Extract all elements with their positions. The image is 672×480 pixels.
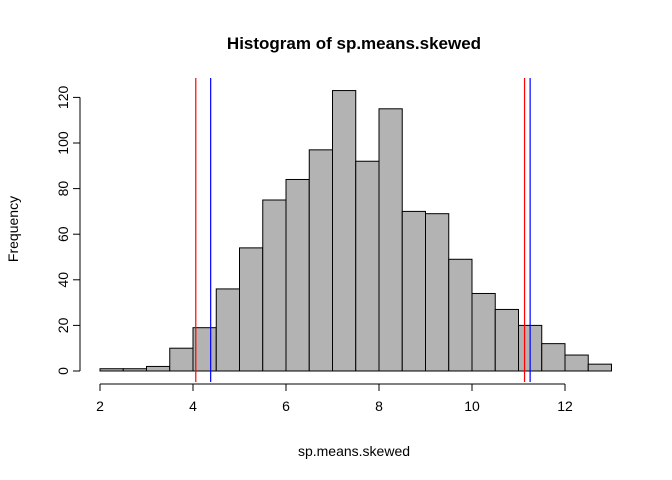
y-tick-label-3: 60 xyxy=(55,226,71,242)
y-tick-label-5: 100 xyxy=(55,131,71,155)
histogram-bar-19 xyxy=(541,343,566,372)
y-tick-label-2: 40 xyxy=(55,272,71,288)
histogram-bar-9 xyxy=(308,149,333,372)
x-axis: 2 4 6 8 10 12 xyxy=(96,383,573,414)
x-axis-label: sp.means.skewed xyxy=(298,443,410,459)
y-axis: 0 20 40 60 80 100 120 xyxy=(55,86,81,375)
histogram-bar-2 xyxy=(146,365,171,372)
histogram-bar-7 xyxy=(262,199,287,372)
y-tick-label-6: 120 xyxy=(55,86,71,110)
x-tick-label-3: 8 xyxy=(375,398,383,414)
histogram-bar-15 xyxy=(448,258,473,372)
histogram-bar-14 xyxy=(425,213,450,372)
y-tick-label-4: 80 xyxy=(55,181,71,197)
histogram-bar-1 xyxy=(122,368,147,372)
histogram-bar-8 xyxy=(285,178,310,372)
y-axis-label: Frequency xyxy=(5,196,21,262)
histogram-bar-5 xyxy=(215,288,240,372)
x-tick-label-4: 10 xyxy=(464,398,480,414)
histogram-bar-10 xyxy=(332,90,357,372)
histogram-bar-20 xyxy=(564,354,589,372)
x-tick-label-5: 12 xyxy=(557,398,573,414)
x-tick-label-2: 6 xyxy=(282,398,290,414)
histogram-bar-11 xyxy=(355,160,380,372)
x-tick-label-0: 2 xyxy=(96,398,104,414)
y-tick-label-0: 0 xyxy=(55,367,71,375)
histogram-bar-4 xyxy=(192,327,217,372)
histogram-bar-21 xyxy=(587,363,612,372)
bars-group xyxy=(99,90,612,372)
histogram-bar-13 xyxy=(401,210,426,372)
histogram-bar-16 xyxy=(471,292,496,372)
histogram-bar-6 xyxy=(239,247,264,372)
histogram-bar-3 xyxy=(169,347,194,372)
histogram-bar-12 xyxy=(378,108,403,372)
histogram-bar-0 xyxy=(99,368,124,372)
histogram-bar-17 xyxy=(494,308,519,372)
y-tick-label-1: 20 xyxy=(55,317,71,333)
x-tick-label-1: 4 xyxy=(189,398,197,414)
reference-lines xyxy=(195,78,531,382)
chart-title: Histogram of sp.means.skewed xyxy=(227,34,481,53)
